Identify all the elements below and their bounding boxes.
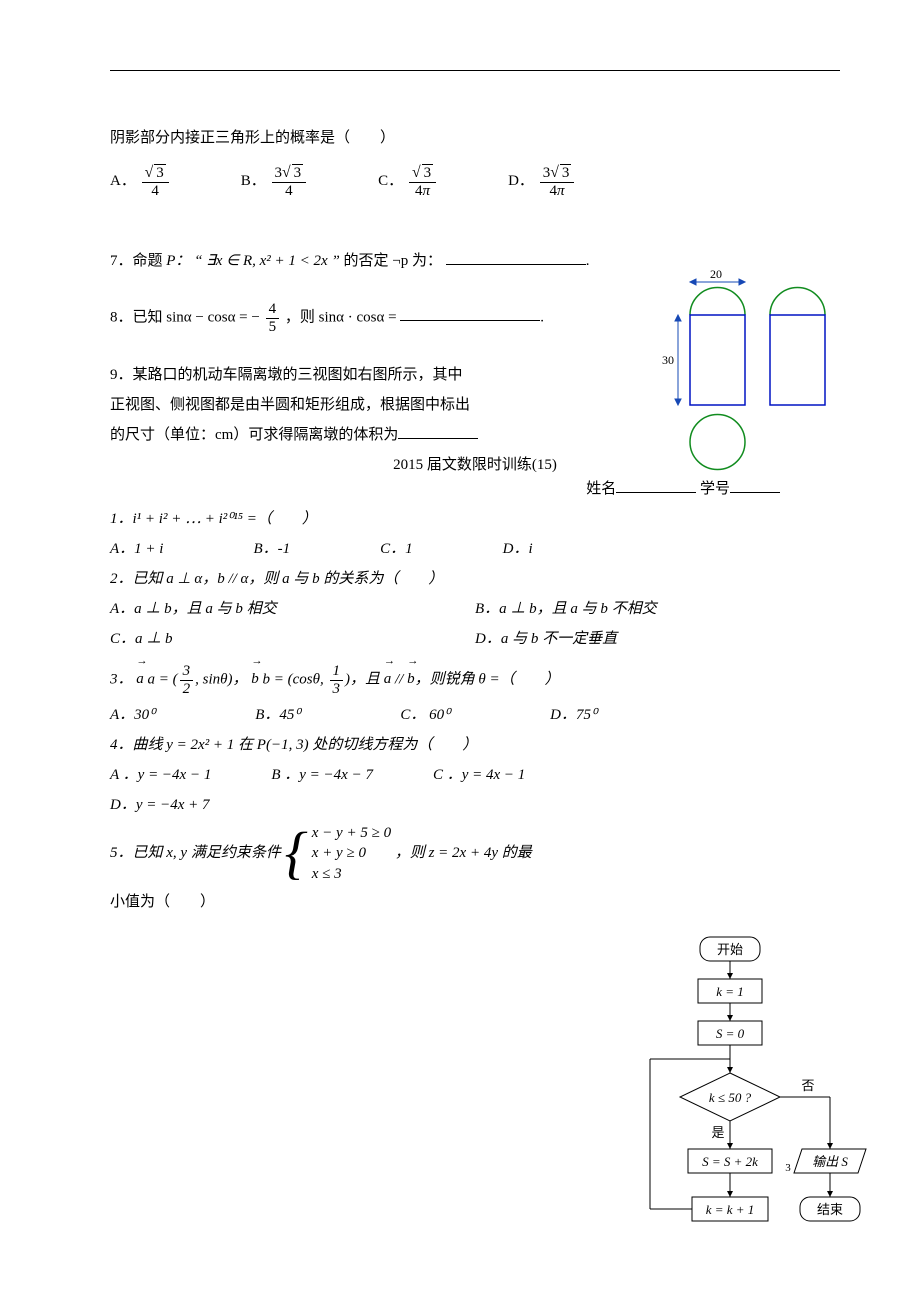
q5-tail: 小值为（ ） bbox=[110, 890, 840, 914]
q8-blank[interactable] bbox=[400, 307, 540, 322]
q1-opt-b: B．-1 bbox=[253, 537, 290, 561]
q1-opt-c: C．1 bbox=[380, 537, 413, 561]
fc-yes-label: 是 bbox=[711, 1125, 724, 1140]
q1-opt-a: A．1 + i bbox=[110, 537, 163, 561]
q4-stem: 4．曲线 y = 2x² + 1 在 P(−1, 3) 处的切线方程为（ ） bbox=[110, 733, 840, 757]
q3-opt-c: C． 60⁰ bbox=[400, 703, 450, 727]
q2-opt-a: A．a ⊥ b，且 a 与 b 相交 bbox=[110, 597, 475, 621]
q4-opt-a: A ．y = −4x − 1 bbox=[110, 763, 211, 787]
q3-stem: 3． a a = (32, sinθ)， b b = (cosθ, 13)，且 … bbox=[110, 663, 840, 697]
q2-opt-d: D．a 与 b 不一定垂直 bbox=[475, 627, 840, 651]
fc-upd-k: k = k + 1 bbox=[706, 1202, 755, 1217]
dim-20: 20 bbox=[710, 270, 722, 281]
q4-opt-d: D．y = −4x + 7 bbox=[110, 793, 840, 817]
q-prob-stem: 阴影部分内接正三角形上的概率是（ ） bbox=[110, 126, 840, 150]
fc-cond: k ≤ 50 ? bbox=[709, 1090, 752, 1105]
q2-opt-b: B．a ⊥ b，且 a 与 b 不相交 bbox=[475, 597, 840, 621]
top-rule bbox=[110, 70, 840, 71]
q9-blank[interactable] bbox=[398, 425, 478, 440]
q1-opt-d: D．i bbox=[503, 537, 533, 561]
q3-opt-b: B．45⁰ bbox=[255, 703, 300, 727]
fc-k1: k = 1 bbox=[716, 984, 744, 999]
q-prob-opt-c: C． √34π bbox=[378, 164, 438, 199]
q1-stem: 1．i¹ + i² + ⋯ + i²⁰¹⁵ =（ ） bbox=[110, 507, 840, 531]
q5-system: { x − y + 5 ≥ 0 x + y ≥ 0 x ≤ 3 bbox=[285, 823, 392, 884]
q4-opt-c: C ．y = 4x − 1 bbox=[433, 763, 525, 787]
flowchart-figure: 开始 k = 1 S = 0 k ≤ 50 ? 是 S = S + 2k k =… bbox=[630, 935, 870, 1295]
three-view-figure: 20 30 bbox=[660, 270, 850, 480]
fc-out: 输出 S bbox=[812, 1154, 848, 1169]
q2-opt-c: C．a ⊥ b bbox=[110, 627, 475, 651]
q2-stem: 2．已知 a ⊥ α，b // α，则 a 与 b 的关系为（ ） bbox=[110, 567, 840, 591]
fc-no-label: 否 bbox=[801, 1078, 814, 1093]
q-prob-opt-a: A． √34 bbox=[110, 164, 171, 199]
q7-expr: “ ∃x ∈ R, x² + 1 < 2x ” bbox=[194, 253, 340, 269]
fc-start: 开始 bbox=[717, 942, 743, 957]
q7-blank[interactable] bbox=[446, 251, 586, 266]
fc-upd-s: S = S + 2k bbox=[702, 1154, 758, 1169]
q3-opt-d: D．75⁰ bbox=[550, 703, 597, 727]
q-prob-opt-d: D． 3√34π bbox=[508, 164, 576, 199]
q-prob-opt-b: B． 3√34 bbox=[241, 164, 308, 199]
q3-opt-a: A．30⁰ bbox=[110, 703, 155, 727]
fc-end: 结束 bbox=[817, 1202, 843, 1217]
name-id-row: 姓名 学号 bbox=[110, 477, 840, 501]
q4-opt-b: B ．y = −4x − 7 bbox=[271, 763, 373, 787]
fc-small-3: 3 bbox=[785, 1162, 791, 1174]
id-blank[interactable] bbox=[730, 479, 780, 494]
q5-stem: 5．已知 x, y 满足约束条件 { x − y + 5 ≥ 0 x + y ≥… bbox=[110, 823, 840, 884]
name-blank[interactable] bbox=[616, 479, 696, 494]
dim-30: 30 bbox=[662, 353, 674, 367]
fc-s0: S = 0 bbox=[716, 1026, 745, 1041]
